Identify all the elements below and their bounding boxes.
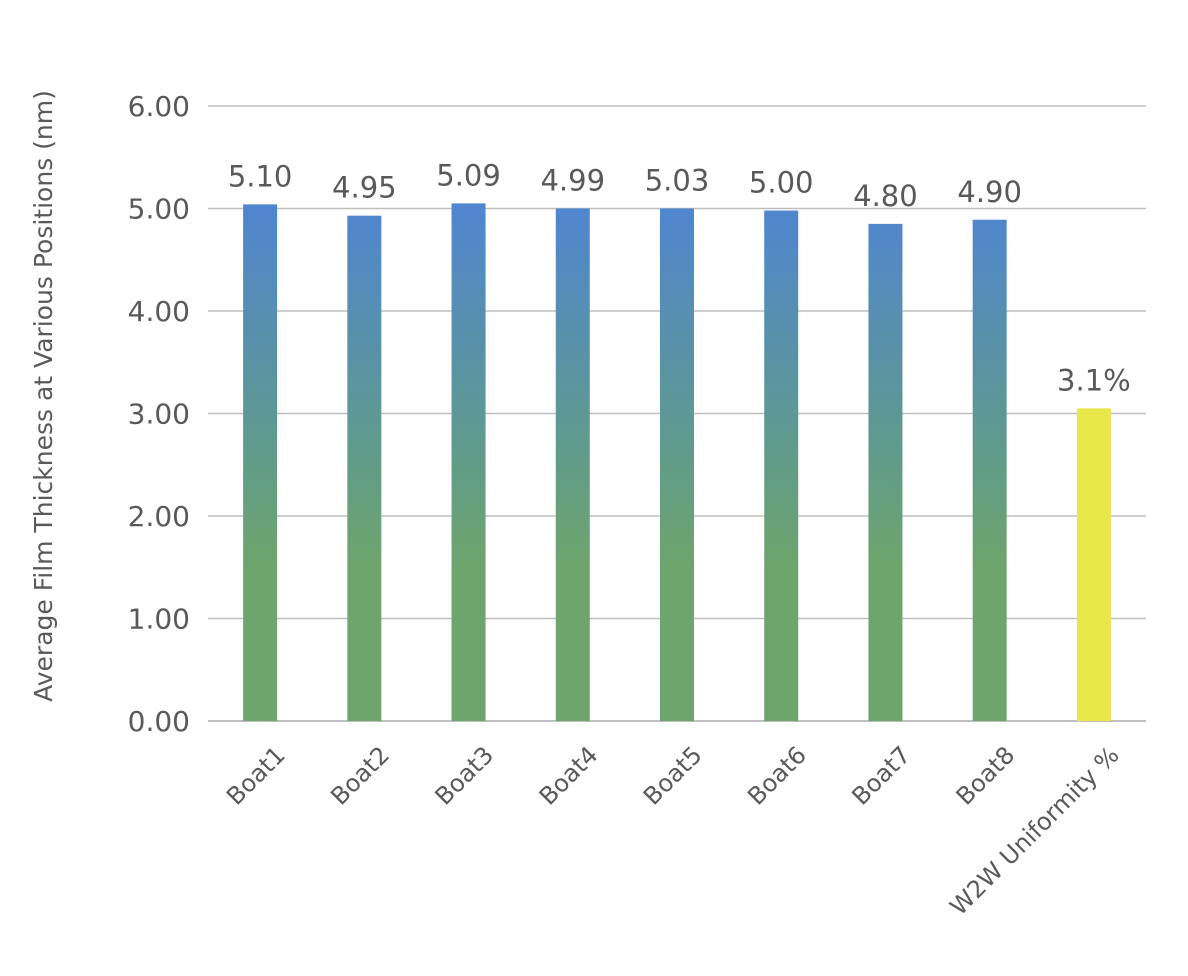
data-labels: 5.10 4.95 5.09 4.99 5.03 5.00 4.80 4.90 3.1% [228,158,1131,397]
x-category-label: Boat3 [430,741,500,811]
bar-boat7 [868,223,903,721]
y-axis-ticks: 0.00 1.00 2.00 3.00 4.00 5.00 6.00 [128,90,190,738]
y-tick-label: 6.00 [128,90,190,123]
x-category-label: W2W Uniformity % [945,741,1125,921]
x-category-label: Boat5 [638,741,708,811]
data-label: 4.80 [853,179,918,213]
data-label: 3.1% [1057,363,1131,397]
x-category-label: Boat7 [846,741,916,811]
data-label: 5.00 [749,166,814,200]
y-axis-title: Average Film Thickness at Various Positi… [29,90,58,702]
bar-boat4 [555,208,590,721]
x-category-label: Boat6 [742,741,812,811]
bar-boat6 [764,210,799,722]
bars [243,203,1111,722]
bar-w2w-uniformity [1076,408,1111,721]
x-category-label: Boat1 [221,741,291,811]
x-category-label: Boat2 [325,741,395,811]
y-tick-label: 4.00 [128,295,190,328]
y-tick-label: 1.00 [128,603,190,636]
y-tick-label: 5.00 [128,193,190,226]
data-label: 5.10 [228,159,293,193]
bar-boat5 [660,208,694,721]
bar-boat3 [451,203,486,721]
data-label: 5.09 [436,158,501,192]
y-tick-label: 2.00 [128,500,190,533]
data-label: 4.95 [332,171,397,205]
y-tick-label: 3.00 [128,398,190,431]
bar-boat2 [347,215,382,722]
data-label: 4.90 [957,175,1022,209]
x-axis-categories: Boat1 Boat2 Boat3 Boat4 Boat5 Boat6 Boat7 Boat8… [221,741,1124,921]
data-label: 4.99 [540,164,605,198]
x-category-label: Boat8 [951,741,1021,811]
data-label: 5.03 [645,164,710,198]
bar-boat8 [972,219,1007,721]
bar-boat1 [243,204,278,721]
y-tick-label: 0.00 [128,705,190,738]
x-category-label: Boat4 [534,741,604,811]
